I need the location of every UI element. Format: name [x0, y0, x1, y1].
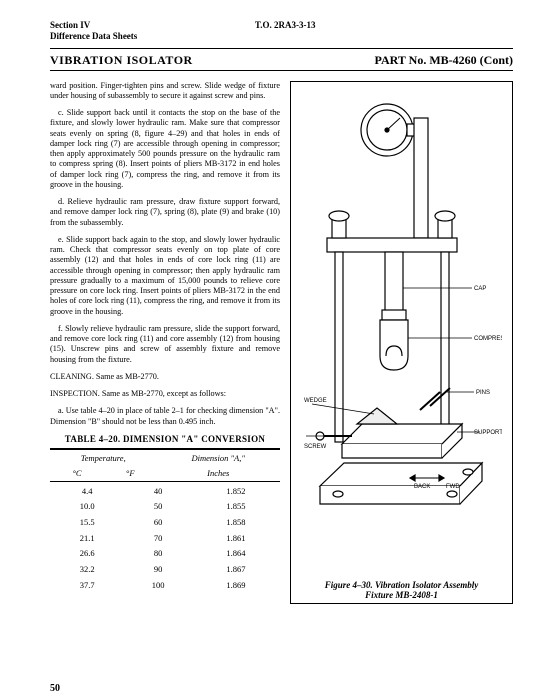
conversion-table: Temperature, Dimension "A," °C °F Inches — [50, 451, 280, 480]
th-f: °F — [104, 466, 157, 481]
table-rule-top — [50, 448, 280, 450]
para-cleaning: CLEANING. Same as MB-2770. — [50, 372, 280, 382]
section-line-2: Difference Data Sheets — [50, 31, 137, 42]
table-row: 10.0501.855 — [50, 499, 280, 515]
title-bar: VIBRATION ISOLATOR PART No. MB-4260 (Con… — [50, 53, 513, 68]
para-insp-a: a. Use table 4–20 in place of table 2–1 … — [50, 406, 280, 427]
table-row: 21.1701.861 — [50, 530, 280, 546]
table-row: 26.6801.864 — [50, 546, 280, 562]
table-title: TABLE 4–20. DIMENSION "A" CONVERSION — [50, 434, 280, 445]
para-f: f. Slowly relieve hydraulic ram pressure… — [50, 324, 280, 365]
section-line-1: Section IV — [50, 20, 137, 31]
content-columns: ward position. Finger-tighten pins and s… — [50, 81, 513, 605]
text-column: ward position. Finger-tighten pins and s… — [50, 81, 280, 605]
label-fwd: FWD — [446, 484, 460, 490]
para-intro: ward position. Finger-tighten pins and s… — [50, 81, 280, 102]
top-rule — [50, 48, 513, 49]
label-wedge: WEDGE — [304, 398, 327, 404]
page-header: Section IV Difference Data Sheets T.O. 2… — [50, 20, 513, 42]
para-d: d. Relieve hydraulic ram pressure, draw … — [50, 197, 280, 228]
figure-caption: Figure 4–30. Vibration Isolator Assembly… — [325, 580, 478, 602]
title-left: VIBRATION ISOLATOR — [50, 53, 193, 68]
table-row: 37.71001.869 — [50, 577, 280, 593]
label-cap: CAP — [474, 286, 486, 292]
caption-line-1: Figure 4–30. Vibration Isolator Assembly — [325, 580, 478, 590]
table-row: 32.2901.867 — [50, 561, 280, 577]
para-e: e. Slide support back again to the stop,… — [50, 235, 280, 317]
label-support: SUPPORT — [474, 430, 502, 436]
caption-line-2: Fixture MB-2408-1 — [365, 590, 438, 600]
to-number: T.O. 2RA3-3-13 — [255, 20, 316, 42]
label-compressor: COMPRESSOR — [474, 336, 502, 342]
th-dim1: Dimension "A," — [156, 451, 280, 466]
title-right: PART No. MB-4260 (Cont) — [375, 53, 513, 68]
section-block: Section IV Difference Data Sheets — [50, 20, 137, 42]
table-rule-mid — [50, 481, 280, 482]
th-c: °C — [50, 466, 104, 481]
th-dim2: Inches — [156, 466, 280, 481]
para-c: c. Slide support back until it contacts … — [50, 108, 280, 190]
table-row: 4.4401.852 — [50, 483, 280, 499]
fixture-diagram-icon: CAP COMPRESSOR PINS SUPPORT BACK FWD WED… — [302, 88, 502, 568]
figure-column: CAP COMPRESSOR PINS SUPPORT BACK FWD WED… — [290, 81, 513, 605]
th-temp: Temperature, — [50, 451, 156, 466]
label-pins: PINS — [476, 390, 490, 396]
label-back: BACK — [414, 484, 430, 490]
label-screw: SCREW — [304, 444, 327, 450]
page-number: 50 — [50, 683, 60, 694]
para-inspection: INSPECTION. Same as MB-2770, except as f… — [50, 389, 280, 399]
title-rule — [50, 70, 513, 71]
figure-svg-wrap: CAP COMPRESSOR PINS SUPPORT BACK FWD WED… — [291, 82, 512, 574]
table-row: 15.5601.858 — [50, 515, 280, 531]
conversion-table-body: 4.4401.852 10.0501.855 15.5601.858 21.17… — [50, 483, 280, 592]
